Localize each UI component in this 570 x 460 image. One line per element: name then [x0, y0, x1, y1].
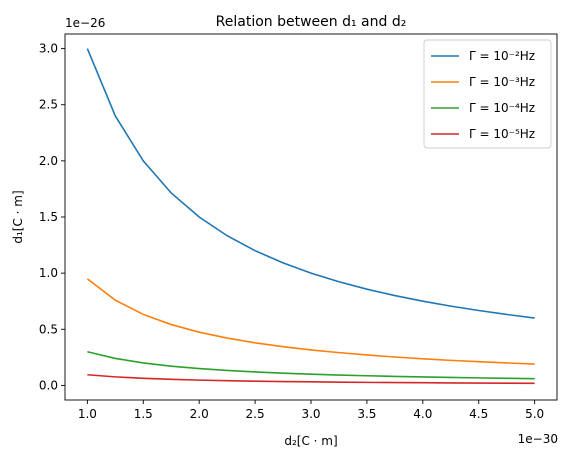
- legend-label-4: Γ = 10⁻⁵Hz: [469, 127, 535, 141]
- series-line-1: [86, 48, 535, 319]
- legend-label-2: Γ = 10⁻³Hz: [469, 75, 535, 89]
- x-tick-label: 2.0: [190, 407, 209, 421]
- x-axis-title: d₂[C · m]: [284, 434, 337, 448]
- x-tick-label: 3.5: [357, 407, 376, 421]
- x-tick-label: 5.0: [525, 407, 544, 421]
- x-tick-label: 4.5: [469, 407, 488, 421]
- y-tick-label: 0.0: [39, 378, 58, 392]
- axes: 1.0 1.5 2.0 2.5 3.0 3.5 4.0 4.5 5.0 0.0 0.5 1.0 1.5…: [11, 14, 558, 448]
- legend-box: [423, 39, 552, 149]
- x-axis-ticks: 1.0 1.5 2.0 2.5 3.0 3.5 4.0 4.5 5.0: [78, 400, 544, 421]
- x-tick-label: 2.5: [246, 407, 265, 421]
- y-tick-label: 0.5: [39, 322, 58, 336]
- chart-title: Relation between d₁ and d₂: [216, 14, 407, 30]
- y-tick-label: 1.0: [39, 266, 58, 280]
- y-axis-title: d₁[C · m]: [11, 190, 25, 243]
- x-tick-label: 3.0: [301, 407, 320, 421]
- y-tick-label: 3.0: [39, 42, 58, 56]
- series-line-4: [87, 373, 535, 385]
- legend-label-3: Γ = 10⁻⁴Hz: [469, 101, 535, 115]
- x-tick-label: 1.5: [134, 407, 153, 421]
- y-tick-label: 2.0: [39, 154, 58, 168]
- legend-label-1: Γ = 10⁻²Hz: [469, 49, 535, 63]
- series-line-3: [87, 350, 535, 380]
- y-axis-ticks: 0.0 0.5 1.0 1.5 2.0 2.5 3.0: [39, 42, 65, 392]
- series-line-2: [86, 278, 535, 365]
- x-tick-label: 4.0: [413, 407, 432, 421]
- legend: Γ = 10⁻²Hz Γ = 10⁻³Hz Γ = 10⁻⁴Hz Γ = 10⁻⁵Hz: [423, 39, 552, 149]
- y-tick-label: 2.5: [39, 98, 58, 112]
- plot-area: [86, 48, 535, 385]
- y-offset-label: 1e−26: [65, 16, 105, 30]
- x-tick-label: 1.0: [78, 407, 97, 421]
- x-offset-label: 1e−30: [518, 432, 558, 446]
- y-tick-label: 1.5: [39, 210, 58, 224]
